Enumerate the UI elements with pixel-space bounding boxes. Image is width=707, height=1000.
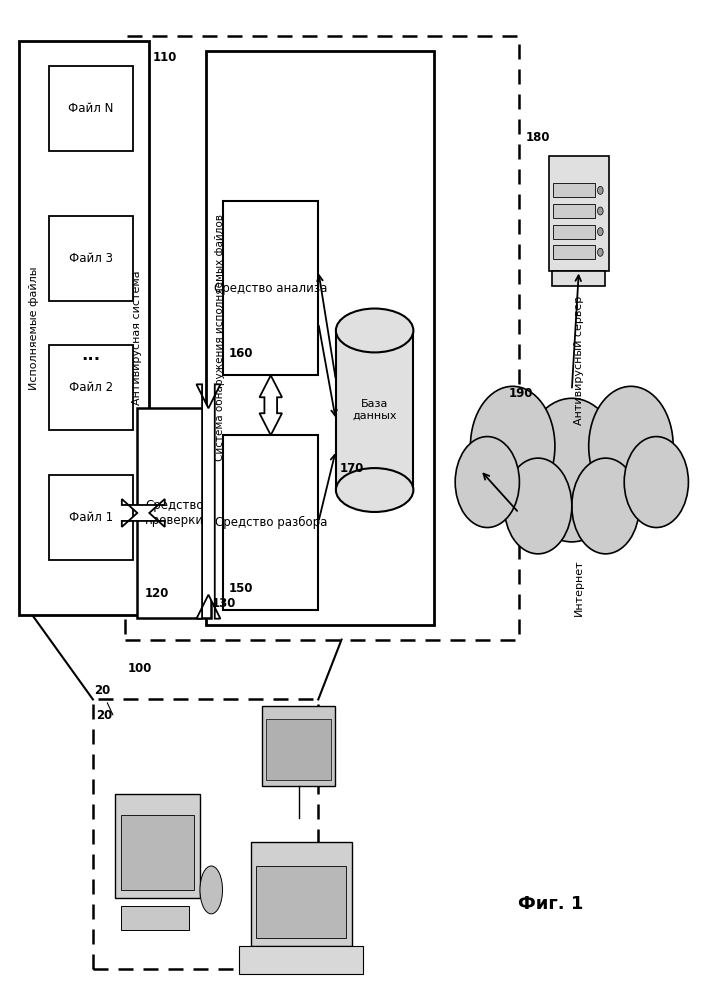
- Bar: [124, 36, 519, 640]
- Text: 160: 160: [229, 347, 253, 360]
- Bar: [262, 706, 335, 786]
- Text: 100: 100: [128, 662, 153, 675]
- Text: 150: 150: [229, 582, 253, 595]
- Bar: [267, 719, 331, 780]
- Bar: [553, 183, 595, 197]
- Bar: [137, 408, 211, 618]
- Text: Средство анализа: Средство анализа: [214, 282, 327, 295]
- Text: Антивирусная система: Антивирусная система: [132, 271, 142, 405]
- Ellipse shape: [200, 866, 223, 914]
- Text: Система обнаружения исполняемых файлов: Система обнаружения исполняемых файлов: [215, 214, 225, 461]
- Text: Антивирусный сервер: Антивирусный сервер: [574, 296, 584, 425]
- Bar: [553, 225, 595, 239]
- Bar: [251, 842, 352, 946]
- Bar: [240, 946, 363, 974]
- Bar: [49, 66, 133, 151]
- Bar: [257, 866, 346, 938]
- Text: Файл 2: Файл 2: [69, 381, 113, 394]
- Bar: [93, 699, 318, 969]
- Circle shape: [589, 386, 673, 506]
- Bar: [121, 906, 189, 930]
- Circle shape: [521, 398, 622, 542]
- Bar: [49, 216, 133, 301]
- Text: Исполняемые файлы: Исполняемые файлы: [30, 266, 40, 390]
- Text: Файл N: Файл N: [68, 102, 114, 115]
- Circle shape: [572, 458, 639, 554]
- Text: 110: 110: [153, 51, 177, 64]
- Text: Средство
проверки: Средство проверки: [145, 499, 204, 527]
- Text: 170: 170: [339, 462, 364, 475]
- Circle shape: [504, 458, 572, 554]
- Text: База
данных: База данных: [352, 399, 397, 421]
- Bar: [115, 794, 200, 898]
- Bar: [223, 435, 318, 610]
- Text: 190: 190: [508, 387, 533, 400]
- Text: Файл 1: Файл 1: [69, 511, 113, 524]
- Bar: [206, 51, 435, 625]
- Circle shape: [597, 186, 603, 194]
- Polygon shape: [197, 384, 221, 619]
- Circle shape: [597, 248, 603, 256]
- Bar: [19, 41, 149, 615]
- Bar: [549, 156, 609, 271]
- Text: 120: 120: [144, 587, 169, 600]
- Polygon shape: [259, 375, 282, 435]
- Text: Интернет: Интернет: [574, 560, 584, 616]
- Bar: [49, 475, 133, 560]
- Text: ...: ...: [81, 346, 100, 364]
- Bar: [49, 345, 133, 430]
- Circle shape: [455, 437, 520, 528]
- Ellipse shape: [336, 468, 414, 512]
- Ellipse shape: [336, 309, 414, 352]
- Circle shape: [624, 437, 689, 528]
- Bar: [552, 271, 605, 286]
- Bar: [336, 330, 414, 490]
- Circle shape: [470, 386, 555, 506]
- Circle shape: [597, 207, 603, 215]
- Text: 180: 180: [526, 131, 551, 144]
- Text: 20: 20: [96, 709, 112, 722]
- Bar: [553, 245, 595, 259]
- Text: 20: 20: [93, 684, 113, 715]
- Text: Средство разбора: Средство разбора: [214, 516, 327, 529]
- Text: 130: 130: [211, 597, 235, 610]
- Text: Файл 3: Файл 3: [69, 252, 113, 265]
- Circle shape: [597, 228, 603, 236]
- Bar: [223, 201, 318, 375]
- Polygon shape: [122, 499, 165, 527]
- Text: Фиг. 1: Фиг. 1: [518, 895, 583, 913]
- Bar: [553, 204, 595, 218]
- Bar: [121, 815, 194, 890]
